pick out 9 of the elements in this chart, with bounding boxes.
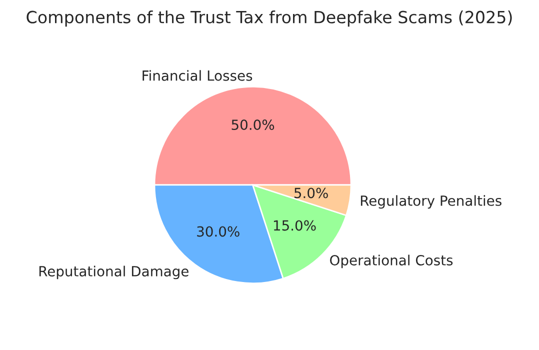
data-label: 15.0% — [274, 220, 316, 231]
data-label: 50.0% — [232, 120, 274, 130]
slice-label: Financial Losses — [142, 70, 252, 81]
slice-label: Reputational Damage — [39, 266, 188, 280]
slice-label: Operational Costs — [330, 254, 453, 268]
data-label: 5.0% — [294, 188, 328, 198]
slice-label: Regulatory Penalties — [360, 195, 502, 209]
chart-title: Components of the Trust Tax from Deepfake Scams (2025) — [26, 10, 512, 27]
data-label: 30.0% — [197, 226, 240, 237]
